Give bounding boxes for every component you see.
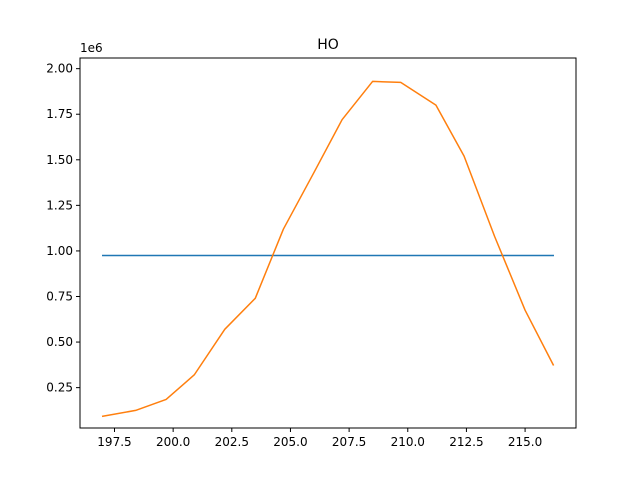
y-tick-label: 2.00 [46, 62, 73, 76]
x-tick-label: 202.5 [215, 435, 249, 449]
y-tick-label: 0.50 [46, 335, 73, 349]
y-axis-offset-label: 1e6 [80, 41, 103, 55]
x-tick-label: 200.0 [156, 435, 190, 449]
y-tick-label: 0.25 [46, 381, 73, 395]
y-tick-label: 1.25 [46, 198, 73, 212]
y-tick-label: 1.50 [46, 153, 73, 167]
x-tick-label: 215.0 [508, 435, 542, 449]
x-tick-label: 210.0 [391, 435, 425, 449]
chart-title: HO [317, 37, 339, 53]
plot-area: 197.5 200.0 202.5 205.0 207.5 210.0 212.5 215.0… [46, 62, 555, 449]
axes-frame [79, 57, 577, 429]
x-tick-label: 197.5 [97, 435, 131, 449]
y-tick-label: 1.75 [46, 107, 73, 121]
x-tick-label: 205.0 [273, 435, 307, 449]
y-tick-label: 1.00 [46, 244, 73, 258]
y-tick-label: 0.75 [46, 289, 73, 303]
x-tick-label: 212.5 [449, 435, 483, 449]
x-tick-label: 207.5 [332, 435, 366, 449]
series-line-2 [101, 80, 555, 418]
